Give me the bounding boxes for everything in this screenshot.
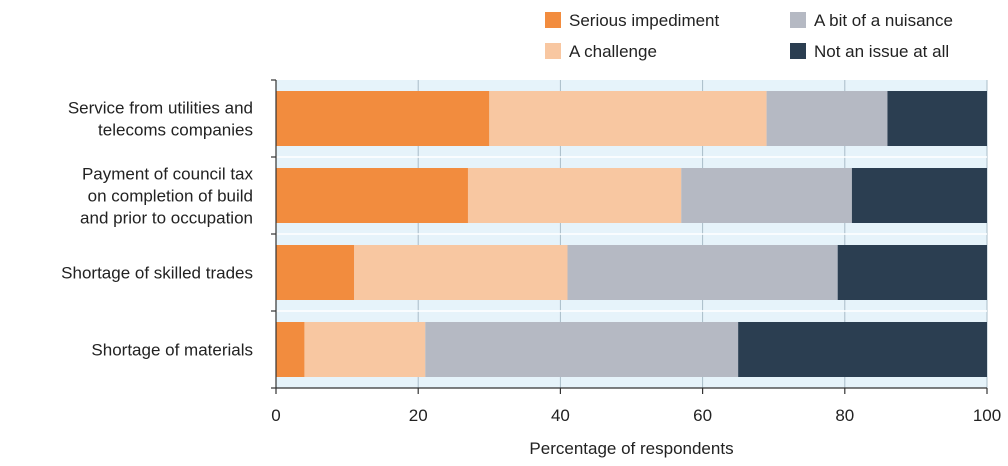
bar-3-2 xyxy=(425,322,739,377)
bar-1-1 xyxy=(467,168,682,223)
x-tick-label-2: 40 xyxy=(551,406,570,425)
bar-2-3 xyxy=(837,245,987,300)
bar-3-0 xyxy=(276,322,305,377)
category-label-2-0: Shortage of skilled trades xyxy=(61,264,253,283)
bar-2-0 xyxy=(276,245,355,300)
x-tick-label-1: 20 xyxy=(409,406,428,425)
category-label-3-0: Shortage of materials xyxy=(91,341,253,360)
bar-3-1 xyxy=(304,322,426,377)
bar-0-1 xyxy=(489,91,767,146)
bar-1-0 xyxy=(276,168,468,223)
legend-label-0: Serious impediment xyxy=(569,11,720,30)
category-label-0-0: Service from utilities and xyxy=(68,99,253,118)
x-tick-label-5: 100 xyxy=(973,406,1001,425)
legend-label-3: Not an issue at all xyxy=(814,42,949,61)
bar-2-1 xyxy=(354,245,568,300)
legend-swatch-3 xyxy=(790,43,806,59)
legend-swatch-1 xyxy=(545,43,561,59)
bar-0-0 xyxy=(276,91,490,146)
category-label-0-1: telecoms companies xyxy=(98,121,253,140)
legend-label-1: A challenge xyxy=(569,42,657,61)
bar-1-3 xyxy=(851,168,987,223)
category-label-1-2: and prior to occupation xyxy=(80,209,253,228)
x-tick-label-0: 0 xyxy=(271,406,280,425)
category-label-1-1: on completion of build xyxy=(88,187,253,206)
bar-2-2 xyxy=(567,245,838,300)
x-axis-title: Percentage of respondents xyxy=(529,439,733,458)
bar-0-3 xyxy=(887,91,987,146)
legend-label-2: A bit of a nuisance xyxy=(814,11,953,30)
x-tick-label-3: 60 xyxy=(693,406,712,425)
bar-3-3 xyxy=(738,322,987,377)
legend-swatch-2 xyxy=(790,12,806,28)
legend-swatch-0 xyxy=(545,12,561,28)
bar-1-2 xyxy=(681,168,852,223)
x-tick-label-4: 80 xyxy=(835,406,854,425)
category-label-1-0: Payment of council tax xyxy=(82,165,254,184)
bar-0-2 xyxy=(766,91,888,146)
